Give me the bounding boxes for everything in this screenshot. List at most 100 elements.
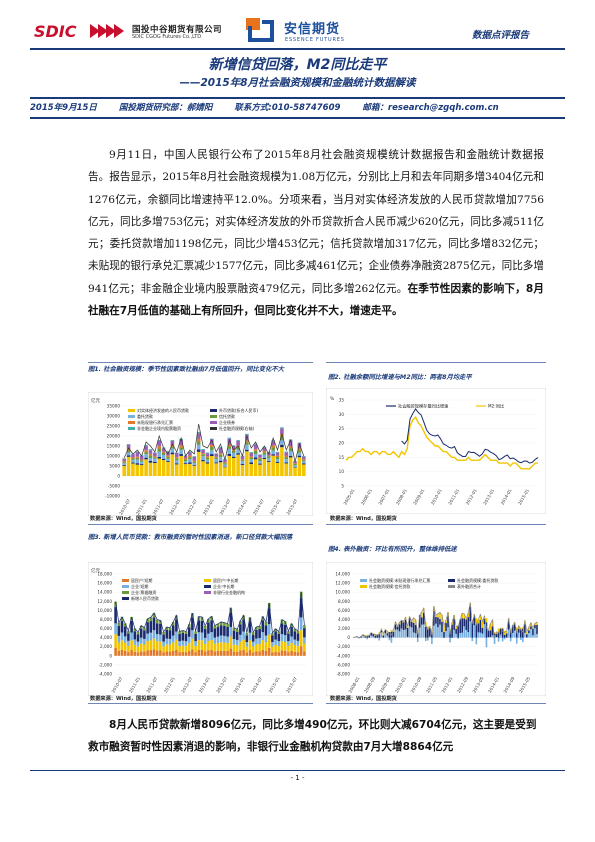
fig4-bar-segment <box>479 632 482 638</box>
fig1-bar-segment <box>280 428 284 434</box>
fig1-bar-segment <box>205 453 210 457</box>
fig4-bar-segment <box>491 635 494 638</box>
fig3-bar-segment <box>200 640 204 650</box>
fig3-bar-segment <box>296 652 300 656</box>
fig1-bar-segment <box>126 452 131 456</box>
fig4-y-tick-label: -2,000 <box>337 644 351 649</box>
fig1-bar-segment <box>288 448 293 451</box>
fig1-bar-segment <box>153 452 157 453</box>
fig3-bar-segment <box>280 650 284 656</box>
fig1-bar-segment <box>153 457 157 459</box>
fig3-bar-segment <box>175 639 178 650</box>
fig3-bar-segment <box>155 623 159 635</box>
fig1-bar-segment <box>179 447 183 450</box>
fig1-bar-segment <box>196 433 201 439</box>
author: 国投期货研究部：郝婧阳 <box>118 103 213 113</box>
fig4-y-tick-label: 2,000 <box>338 626 350 631</box>
fig1-bar-segment <box>174 458 179 461</box>
fig1-bar-segment <box>192 456 197 461</box>
fig1-bar-segment <box>253 459 258 476</box>
fig3-bar-segment <box>152 638 156 650</box>
fig1-bar-segment <box>201 449 205 454</box>
fig1-bar-segment <box>266 455 271 457</box>
fig3-bar-segment <box>127 652 130 656</box>
fig2-top-rule <box>326 362 546 363</box>
fig4-bar-segment <box>511 632 514 638</box>
fig1-bar-segment <box>288 440 293 447</box>
essence-name: 安信期货 <box>284 22 341 37</box>
fig3-bar-segment <box>210 616 213 621</box>
fig4-bar-segment <box>457 625 459 638</box>
fig3-bar-segment <box>197 620 201 633</box>
fig1-bar-segment <box>266 460 271 462</box>
fig1-bar-segment <box>293 463 297 465</box>
fig4-bar-segment <box>406 636 409 638</box>
fig1-frame <box>88 392 313 516</box>
fig3-bar-segment <box>296 633 300 641</box>
fig1-bar-segment <box>179 440 183 446</box>
fig1-bar-segment <box>192 465 197 476</box>
fig3-bar-segment <box>171 642 175 651</box>
fig3-bar-segment <box>165 651 169 656</box>
fig1-bar-segment <box>131 457 135 459</box>
fig1-bar-segment <box>205 457 210 460</box>
fig4-bar-segment <box>461 632 463 638</box>
fig3-legend-swatch <box>122 585 129 588</box>
fig4-bar-segment <box>471 637 474 642</box>
fig4-bar-segment <box>528 633 530 638</box>
fig1-bar-segment <box>236 440 240 446</box>
fig2-caption: 图2. 社融余额同比增速与M2同比：两者8月均走平 <box>328 374 472 381</box>
fig3-bar-segment <box>133 628 137 632</box>
fig1-y-tick-label: 20000 <box>107 434 121 439</box>
fig2-y-tick-label: 15 <box>339 455 345 460</box>
fig4-bar-segment <box>451 624 453 638</box>
fig3-bar-segment <box>187 636 191 644</box>
fig4-bar-segment <box>532 635 534 638</box>
fig2-legend: 社会融资规模存量同比增速 M2:同比 <box>386 403 504 410</box>
fig1-bar-segment <box>183 461 188 464</box>
fig3-bar-segment <box>175 631 178 640</box>
fig3-bar-segment <box>165 627 169 630</box>
fig3-bar-segment <box>203 643 207 652</box>
fig3-bar-segment <box>219 635 223 643</box>
fig3-bar-segment <box>152 649 156 656</box>
fig3-bar-segment <box>287 633 290 642</box>
fig3-bar-segment <box>143 644 146 652</box>
fig4-bar-segment <box>509 637 512 642</box>
fig1-bar-segment <box>240 459 245 461</box>
fig2-y-tick-label: 25 <box>339 426 345 431</box>
fig3-bar-segment <box>293 645 297 652</box>
fig3-bar-segment <box>200 616 204 621</box>
fig3-bar-segment <box>120 640 124 650</box>
fig4-bar-segment <box>406 627 409 637</box>
fig3-bar-segment <box>251 652 255 656</box>
fig4-bar-segment <box>536 634 538 638</box>
fig3-bar-segment <box>216 627 220 637</box>
fig3-bar-segment <box>155 641 159 651</box>
fig4-bar-segment <box>390 629 393 632</box>
fig1-bar-segment <box>214 463 218 476</box>
fig3-bar-segment <box>149 640 153 651</box>
fig4-bar-segment <box>416 632 419 638</box>
fig1-bar-segment <box>139 461 144 465</box>
fig3-bar-segment <box>171 622 175 626</box>
fig1-bar-segment <box>157 439 162 442</box>
fig3-y-tick-label: 14,000 <box>97 590 112 595</box>
fig4-bar-segment <box>520 637 522 640</box>
fig3-bar-segment <box>251 632 255 635</box>
fig1-bar-segment <box>262 452 267 455</box>
fig1-bar-segment <box>196 438 201 442</box>
fig4-y-tick-label: 0 <box>347 635 350 640</box>
fig1-bar-segment <box>157 441 162 447</box>
fig3-bar-segment <box>197 640 201 650</box>
fig3-bar-segment <box>261 632 265 641</box>
fig4-bar-segment <box>400 628 403 638</box>
fig3-bar-segment <box>155 634 159 642</box>
title-divider <box>30 97 565 99</box>
fig4-bar-segment <box>424 626 427 638</box>
fig3-y-tick-label: -2,000 <box>99 662 113 667</box>
fig4-bar-segment <box>378 633 381 638</box>
fig1-bar-segment <box>302 459 306 461</box>
fig3-bar-segment <box>261 640 265 650</box>
fig3-bar-segment <box>133 639 137 645</box>
